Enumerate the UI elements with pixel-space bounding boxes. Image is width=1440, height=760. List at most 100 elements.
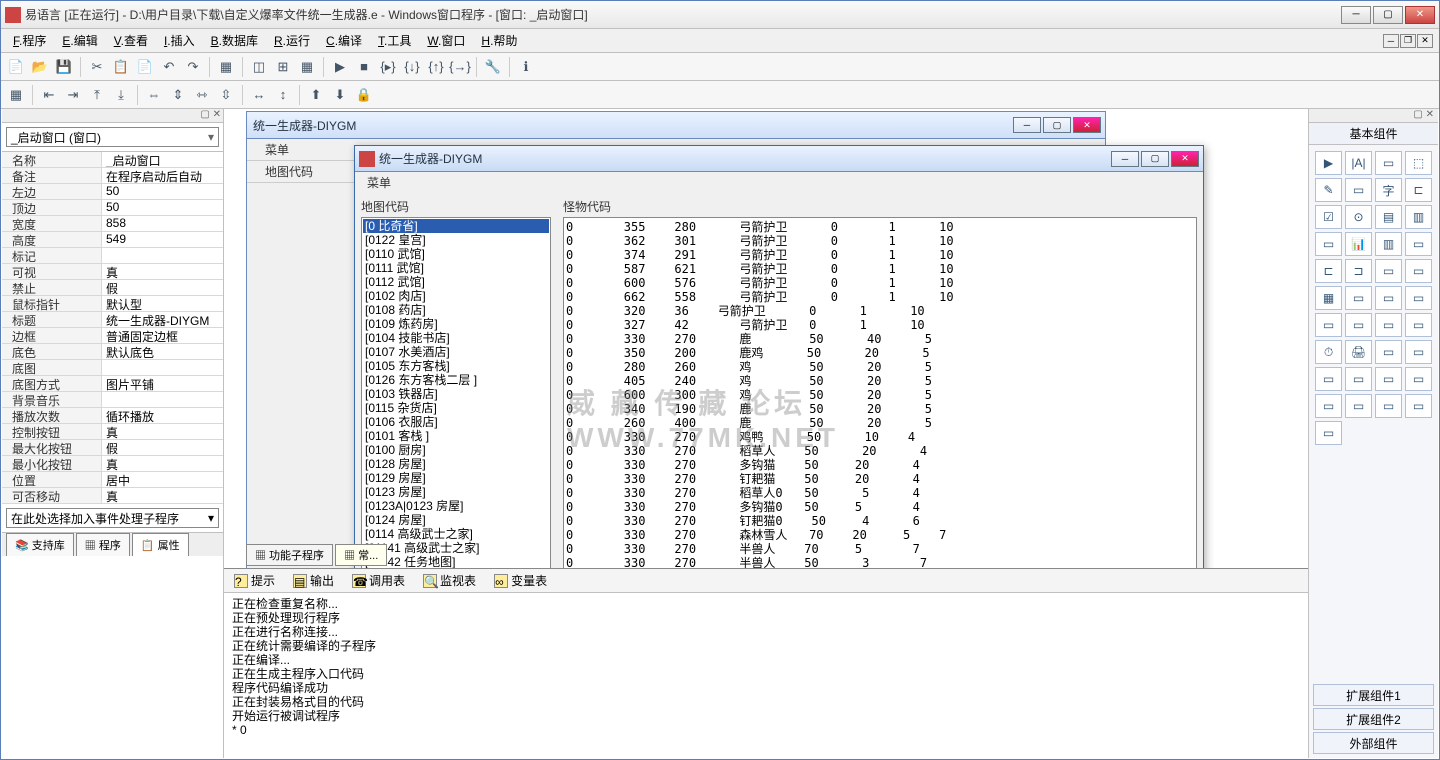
property-row[interactable]: 顶边50: [2, 200, 223, 216]
toolbox-item[interactable]: ▦: [1315, 286, 1342, 310]
toolbox-item[interactable]: |A|: [1345, 151, 1372, 175]
toolbox-item[interactable]: ▭: [1375, 394, 1402, 418]
mdi-child-titlebar[interactable]: 统一生成器-DIYGM ─ ▢ ✕: [246, 111, 1106, 139]
center-v-icon[interactable]: ⇕: [167, 84, 189, 106]
paste-icon[interactable]: 📄: [134, 56, 156, 78]
toolbox-item[interactable]: ▭: [1375, 367, 1402, 391]
property-row[interactable]: 边框普通固定边框: [2, 328, 223, 344]
map-list-item[interactable]: [0111 武馆]: [363, 261, 549, 275]
dialog-max[interactable]: ▢: [1141, 151, 1169, 167]
toolbox-item[interactable]: ▭: [1405, 286, 1432, 310]
map-list-item[interactable]: [0124 房屋]: [363, 513, 549, 527]
tool-icon[interactable]: 🔧: [482, 56, 504, 78]
toolbox-item[interactable]: ▭: [1345, 394, 1372, 418]
map-list-item[interactable]: [0104 技能书店]: [363, 331, 549, 345]
mdi-min-button[interactable]: ─: [1383, 34, 1399, 48]
panel1-icon[interactable]: ◫: [248, 56, 270, 78]
menu-item[interactable]: E.编辑: [56, 30, 103, 51]
property-row[interactable]: 标题统一生成器-DIYGM: [2, 312, 223, 328]
toolbox-item[interactable]: ▭: [1315, 421, 1342, 445]
toolbox-item[interactable]: ⏱: [1315, 340, 1342, 364]
dialog-close[interactable]: ✕: [1171, 151, 1199, 167]
map-list-item[interactable]: [0102 肉店]: [363, 289, 549, 303]
property-row[interactable]: 可否移动真: [2, 488, 223, 504]
panel2-icon[interactable]: ⊞: [272, 56, 294, 78]
menu-item[interactable]: R.运行: [268, 30, 316, 51]
align-bottom-icon[interactable]: ⤓: [110, 84, 132, 106]
maximize-button[interactable]: ▢: [1373, 6, 1403, 24]
undo-icon[interactable]: ↶: [158, 56, 180, 78]
property-row[interactable]: 标记: [2, 248, 223, 264]
property-row[interactable]: 名称_启动窗口: [2, 152, 223, 168]
sameh-icon[interactable]: ↕: [272, 84, 294, 106]
toolbox-category-tab[interactable]: 扩展组件1: [1313, 684, 1434, 706]
menu-item[interactable]: V.查看: [108, 30, 154, 51]
output-tab[interactable]: ☎调用表: [348, 570, 409, 591]
map-list-item[interactable]: [0129 房屋]: [363, 471, 549, 485]
mdi-child-min[interactable]: ─: [1013, 117, 1041, 133]
map-list-item[interactable]: [0126 东方客栈二层 ]: [363, 373, 549, 387]
lock-icon[interactable]: 🔒: [353, 84, 375, 106]
property-row[interactable]: 背景音乐: [2, 392, 223, 408]
panel3-icon[interactable]: ▦: [296, 56, 318, 78]
form-icon[interactable]: ▦: [215, 56, 237, 78]
property-row[interactable]: 播放次数循环播放: [2, 408, 223, 424]
property-grid[interactable]: 名称_启动窗口备注在程序启动后自动左边50顶边50宽度858高度549标记可视真…: [2, 151, 223, 504]
output-tab[interactable]: ?提示: [230, 570, 279, 591]
minimize-button[interactable]: ─: [1341, 6, 1371, 24]
copy-icon[interactable]: 📋: [110, 56, 132, 78]
menu-item[interactable]: B.数据库: [205, 30, 264, 51]
align-top-icon[interactable]: ⤒: [86, 84, 108, 106]
left-tab[interactable]: ▦ 程序: [76, 533, 130, 556]
map-list-item[interactable]: [0110 武馆]: [363, 247, 549, 261]
open-icon[interactable]: 📂: [29, 56, 51, 78]
map-list-item[interactable]: [0105 东方客栈]: [363, 359, 549, 373]
property-row[interactable]: 最小化按钮真: [2, 456, 223, 472]
map-list-item[interactable]: [0128 房屋]: [363, 457, 549, 471]
toolbox-item[interactable]: ▭: [1375, 286, 1402, 310]
toolbox-item[interactable]: ▭: [1375, 340, 1402, 364]
toolbox-item[interactable]: ▥: [1405, 205, 1432, 229]
toolbox-item[interactable]: ▭: [1315, 394, 1342, 418]
toolbox-item[interactable]: 字: [1375, 178, 1402, 202]
toolbox-item[interactable]: ⊙: [1345, 205, 1372, 229]
menu-item[interactable]: W.窗口: [421, 30, 471, 51]
property-row[interactable]: 最大化按钮假: [2, 440, 223, 456]
mdi-close-button[interactable]: ✕: [1417, 34, 1433, 48]
grid-icon[interactable]: ▦: [5, 84, 27, 106]
window-selector-combo[interactable]: _启动窗口 (窗口): [6, 127, 219, 147]
toolbox-item[interactable]: ▭: [1345, 286, 1372, 310]
toolbox-item[interactable]: ▤: [1375, 205, 1402, 229]
align-left-icon[interactable]: ⇤: [38, 84, 60, 106]
stop-icon[interactable]: ■: [353, 56, 375, 78]
step2-icon[interactable]: {↓}: [401, 56, 423, 78]
map-list-item[interactable]: [0123 房屋]: [363, 485, 549, 499]
redo-icon[interactable]: ↷: [182, 56, 204, 78]
front-icon[interactable]: ⬆: [305, 84, 327, 106]
toolbox-item[interactable]: ⊏: [1405, 178, 1432, 202]
toolbox-item[interactable]: ▭: [1315, 367, 1342, 391]
center-h-icon[interactable]: ⇔: [143, 84, 165, 106]
align-right-icon[interactable]: ⇥: [62, 84, 84, 106]
toolbox-item[interactable]: 📊: [1345, 232, 1372, 256]
map-list-item[interactable]: [0115 杂货店]: [363, 401, 549, 415]
map-list-item[interactable]: [0122 皇宫]: [363, 233, 549, 247]
step4-icon[interactable]: {→}: [449, 56, 471, 78]
toolbox-item[interactable]: ⊐: [1345, 259, 1372, 283]
toolbox-item[interactable]: ▭: [1345, 313, 1372, 337]
property-row[interactable]: 禁止假: [2, 280, 223, 296]
toolbox-item[interactable]: ⊏: [1315, 259, 1342, 283]
left-tab[interactable]: 📋 属性: [132, 533, 189, 556]
property-row[interactable]: 备注在程序启动后自动: [2, 168, 223, 184]
dist-v-icon[interactable]: ⇳: [215, 84, 237, 106]
map-list-item[interactable]: [0106 衣服店]: [363, 415, 549, 429]
map-list-item[interactable]: [0123A|0123 房屋]: [363, 499, 549, 513]
center-tab[interactable]: ▦ 功能子程序: [246, 544, 333, 566]
toolbox-item[interactable]: ▭: [1405, 232, 1432, 256]
map-list-item[interactable]: [01142 任务地图]: [363, 555, 549, 569]
property-row[interactable]: 鼠标指针默认型: [2, 296, 223, 312]
back-icon[interactable]: ⬇: [329, 84, 351, 106]
toolbox-item[interactable]: 🖨: [1345, 340, 1372, 364]
close-button[interactable]: ✕: [1405, 6, 1435, 24]
mdi-child-close[interactable]: ✕: [1073, 117, 1101, 133]
